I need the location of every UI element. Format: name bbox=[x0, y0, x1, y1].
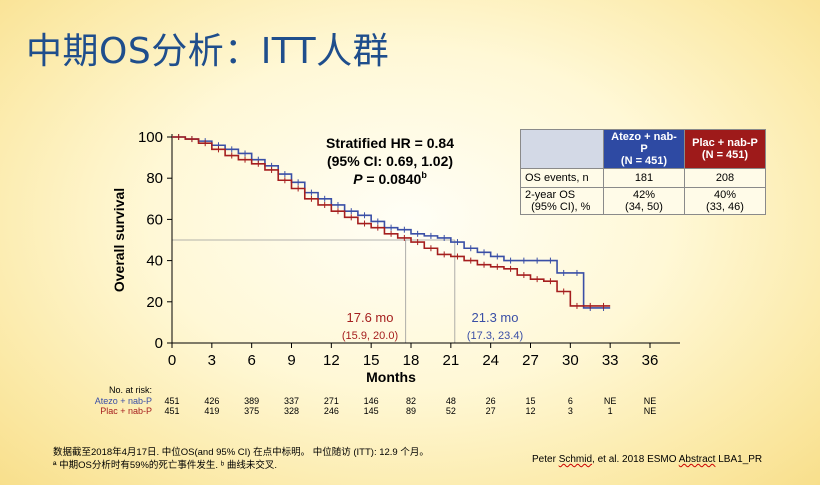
risk-plac-value: 27 bbox=[486, 406, 496, 416]
x-tick-label: 33 bbox=[602, 352, 619, 369]
y-axis-title: Overall survival bbox=[111, 188, 127, 292]
x-tick-label: 30 bbox=[562, 352, 579, 369]
risk-values: 4514514264193893753373282712461461458289… bbox=[164, 396, 656, 416]
p-value-text: P = 0.0840b bbox=[353, 170, 427, 187]
y-tick-label: 20 bbox=[146, 294, 163, 311]
y-tick-label: 100 bbox=[138, 129, 163, 146]
risk-plac-value: 419 bbox=[204, 406, 219, 416]
risk-plac-value: 328 bbox=[284, 406, 299, 416]
x-tick-label: 27 bbox=[522, 352, 539, 369]
y-tick-label: 40 bbox=[146, 253, 163, 270]
risk-plac-value: 52 bbox=[446, 406, 456, 416]
table-corner bbox=[520, 129, 604, 169]
risk-atezo-value: 6 bbox=[568, 396, 573, 406]
risk-plac-value: 89 bbox=[406, 406, 416, 416]
y-tick-label: 60 bbox=[146, 211, 163, 228]
atezo-median-ci: (17.3, 23.4) bbox=[467, 330, 523, 342]
x-tick-label: 12 bbox=[323, 352, 340, 369]
x-tick-label: 3 bbox=[208, 352, 216, 369]
plac-median-text: 17.6 mo bbox=[347, 310, 394, 325]
risk-atezo-value: 451 bbox=[164, 396, 179, 406]
risk-plac-value: 1 bbox=[608, 406, 613, 416]
y-tick-label: 80 bbox=[146, 170, 163, 187]
risk-atezo-value: 271 bbox=[324, 396, 339, 406]
col-atezo-header: Atezo + nab-P (N = 451) bbox=[603, 129, 685, 169]
survival-curves bbox=[172, 134, 611, 311]
risk-plac-value: 145 bbox=[364, 406, 379, 416]
risk-atezo-value: 337 bbox=[284, 396, 299, 406]
x-tick-label: 36 bbox=[642, 352, 659, 369]
median-reference-lines bbox=[172, 239, 456, 343]
hr-text: Stratified HR = 0.84 bbox=[326, 135, 454, 151]
risk-plac-value: NE bbox=[644, 406, 657, 416]
x-tick-label: 24 bbox=[482, 352, 499, 369]
p-label: P bbox=[353, 171, 363, 187]
risk-atezo-value: 82 bbox=[406, 396, 416, 406]
x-tick-label: 18 bbox=[403, 352, 420, 369]
risk-atezo-value: NE bbox=[604, 396, 617, 406]
x-tick-label: 0 bbox=[168, 352, 176, 369]
atezo-median-text: 21.3 mo bbox=[472, 310, 519, 325]
risk-atezo-value: 389 bbox=[244, 396, 259, 406]
page-title: 中期OS分析：ITT人群 bbox=[26, 31, 390, 72]
p-value: = 0.0840 bbox=[363, 171, 422, 187]
risk-atezo-value: 426 bbox=[204, 396, 219, 406]
risk-atezo-value: 146 bbox=[364, 396, 379, 406]
y-tick-label: 0 bbox=[155, 335, 163, 352]
risk-header: No. at risk: bbox=[109, 385, 152, 395]
risk-atezo-value: 26 bbox=[486, 396, 496, 406]
risk-plac-value: 3 bbox=[568, 406, 573, 416]
chart-axes bbox=[167, 134, 680, 348]
risk-atezo-value: NE bbox=[644, 396, 657, 406]
x-tick-label: 9 bbox=[287, 352, 295, 369]
x-axis-title: Months bbox=[366, 369, 416, 385]
os-summary-table: Atezo + nab-P (N = 451) Plac + nab-P (N = … bbox=[520, 129, 766, 215]
footnote-line: ª 中期OS分析时有59%的死亡事件发生. ᵇ 曲线未交叉. bbox=[53, 460, 278, 471]
table-row: OS events, n 181 208 bbox=[520, 168, 766, 188]
footnote-line: 数据截至2018年4月17日. 中位OS(and 95% CI) 在点中标明。 … bbox=[53, 447, 429, 458]
risk-plac-value: 12 bbox=[525, 406, 535, 416]
risk-atezo-label: Atezo + nab-P bbox=[95, 396, 152, 406]
footnotes: 数据截至2018年4月17日. 中位OS(and 95% CI) 在点中标明。 … bbox=[53, 446, 429, 472]
risk-atezo-value: 15 bbox=[525, 396, 535, 406]
col-plac-header: Plac + nab-P (N = 451) bbox=[684, 129, 766, 169]
survival-curve-atezo bbox=[172, 136, 611, 309]
risk-plac-value: 451 bbox=[164, 406, 179, 416]
risk-plac-value: 375 bbox=[244, 406, 259, 416]
risk-plac-label: Plac + nab-P bbox=[100, 406, 152, 416]
x-tick-label: 6 bbox=[247, 352, 255, 369]
x-tick-label: 15 bbox=[363, 352, 380, 369]
ci-text: (95% CI: 0.69, 1.02) bbox=[327, 153, 453, 169]
risk-atezo-value: 48 bbox=[446, 396, 456, 406]
plac-median-ci: (15.9, 20.0) bbox=[342, 330, 398, 342]
table-row: 2-year OS (95% CI), % 42% (34, 50) 40% (33… bbox=[520, 187, 766, 215]
x-tick-label: 21 bbox=[442, 352, 459, 369]
risk-plac-value: 246 bbox=[324, 406, 339, 416]
citation: Peter Schmid, et al. 2018 ESMO Abstract … bbox=[532, 454, 763, 465]
p-sup: b bbox=[421, 170, 427, 180]
